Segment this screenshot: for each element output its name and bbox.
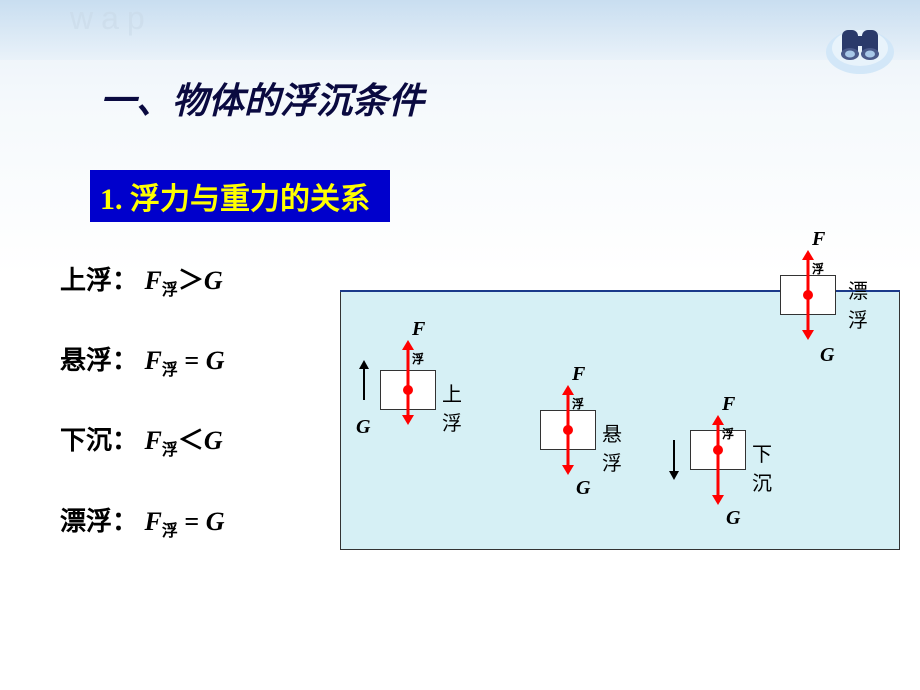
formula-f: F [145, 266, 162, 295]
formula-rhs: G [204, 266, 223, 295]
formula-op: = [178, 346, 206, 375]
gravity-arrow [561, 430, 575, 480]
motion-arrow [358, 360, 370, 405]
formula-sub: 浮 [162, 282, 178, 299]
g-gravity-label: G [356, 416, 370, 439]
box-state-label: 下沉 [752, 438, 772, 496]
formula-rhs: G [204, 426, 223, 455]
formula-sub: 浮 [162, 362, 178, 379]
formula-label: 漂浮： [60, 507, 138, 536]
watermark-text: wap [70, 0, 153, 37]
box-state-label: 漂浮 [848, 275, 868, 333]
formula-op: ＞ [178, 266, 204, 295]
formula-op: = [178, 507, 206, 536]
buoyancy-diagram: F浮 G 上浮 F浮 G 悬浮 F浮 G 下沉 F浮 G 漂浮 [340, 230, 905, 560]
g-gravity-label: G [726, 507, 740, 530]
formula-label: 下沉： [60, 426, 138, 455]
formula-sub: 浮 [162, 443, 178, 460]
formula-f: F [145, 346, 162, 375]
formula-suspended: 悬浮： F浮 = G [60, 340, 340, 380]
f-buoyancy-label: F浮 [812, 228, 825, 277]
formula-rhs: G [206, 346, 225, 375]
g-gravity-label: G [820, 344, 834, 367]
f-buoyancy-label: F浮 [572, 363, 585, 412]
formula-f: F [145, 507, 162, 536]
sub-title-box: 1. 浮力与重力的关系 [90, 170, 390, 222]
formula-sub: 浮 [162, 523, 178, 540]
formula-label: 悬浮： [60, 346, 138, 375]
formula-list: 上浮： F浮＞G 悬浮： F浮 = G 下沉： F浮＜G 漂浮： F浮 = G [60, 260, 340, 581]
f-buoyancy-label: F浮 [412, 318, 425, 367]
gravity-arrow [711, 450, 725, 510]
formula-floating: 漂浮： F浮 = G [60, 501, 340, 541]
formula-f: F [145, 426, 162, 455]
formula-rising: 上浮： F浮＞G [60, 260, 340, 300]
g-gravity-label: G [576, 477, 590, 500]
box-state-label: 上浮 [442, 378, 462, 436]
gravity-arrow [401, 390, 415, 430]
formula-op: ＜ [178, 426, 204, 455]
gravity-arrow [801, 295, 815, 345]
f-buoyancy-label: F浮 [722, 393, 735, 442]
sub-title-text: 1. 浮力与重力的关系 [100, 183, 370, 216]
motion-arrow [668, 440, 680, 485]
box-state-label: 悬浮 [602, 418, 622, 476]
binoculars-icon [820, 10, 900, 80]
formula-label: 上浮： [60, 266, 138, 295]
page-title: 一、物体的浮沉条件 [100, 72, 424, 124]
formula-rhs: G [206, 507, 225, 536]
formula-sinking: 下沉： F浮＜G [60, 420, 340, 460]
